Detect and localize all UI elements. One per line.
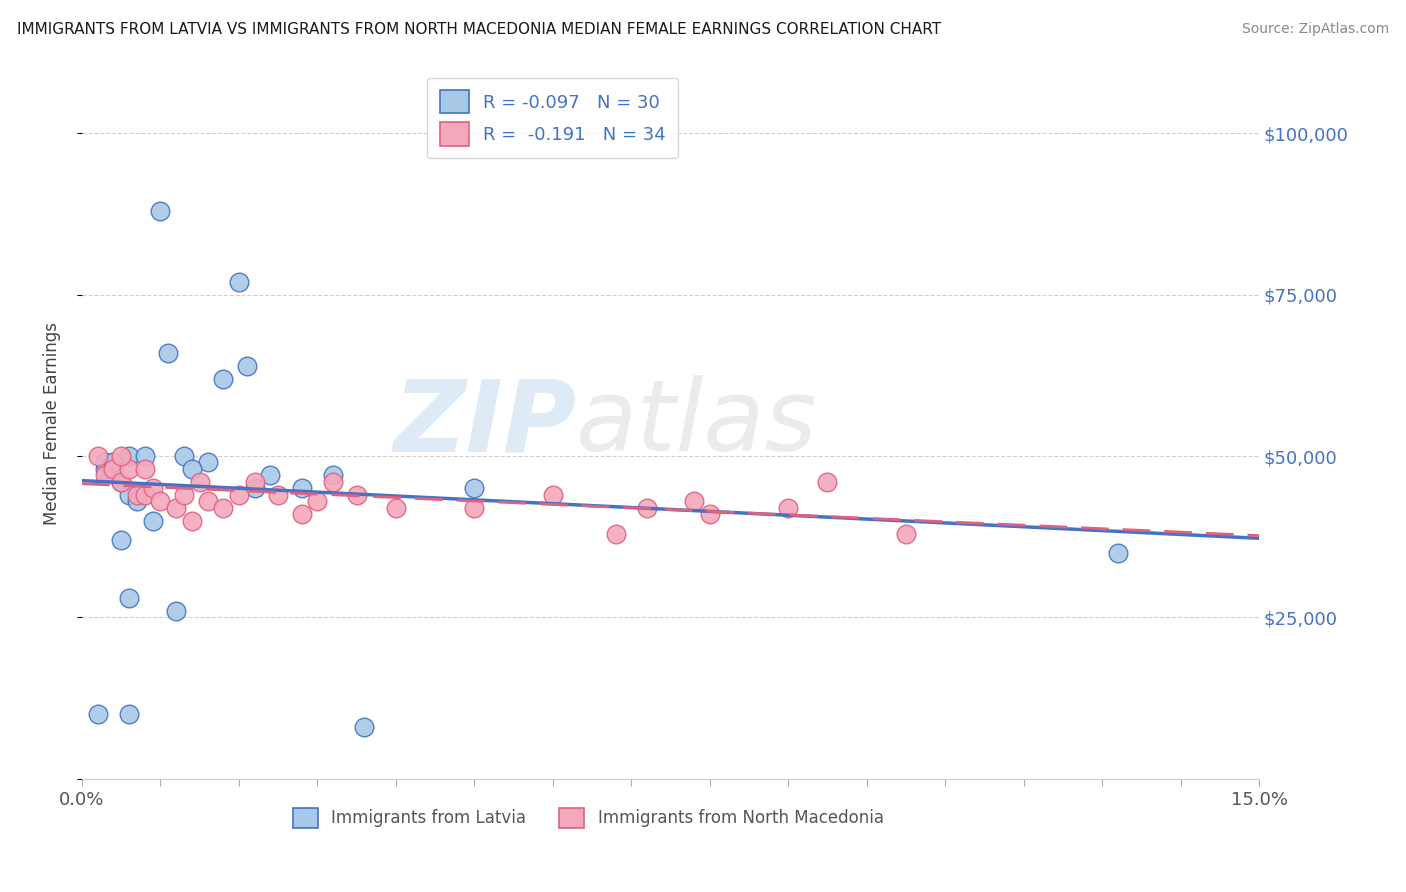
Point [291,481,314,495]
Point [385,500,408,515]
Point [118,449,141,463]
Point [173,488,195,502]
Point [94,455,117,469]
Point [134,462,156,476]
Point [173,449,195,463]
Point [180,514,202,528]
Point [103,462,125,476]
Point [267,488,290,502]
Point [463,500,485,515]
Legend: Immigrants from Latvia, Immigrants from North Macedonia: Immigrants from Latvia, Immigrants from … [285,801,890,835]
Point [142,481,165,495]
Point [86,449,108,463]
Point [243,481,266,495]
Point [291,507,314,521]
Point [149,494,172,508]
Text: atlas: atlas [576,376,818,472]
Point [259,468,281,483]
Point [212,500,235,515]
Point [118,462,141,476]
Point [683,494,706,508]
Point [180,462,202,476]
Point [110,475,132,489]
Point [307,494,329,508]
Point [346,488,368,502]
Point [94,462,117,476]
Point [605,526,627,541]
Point [1107,546,1129,560]
Point [322,468,344,483]
Point [197,455,219,469]
Point [817,475,839,489]
Point [103,455,125,469]
Point [125,488,148,502]
Point [118,591,141,606]
Point [118,707,141,722]
Point [110,533,132,547]
Point [94,468,117,483]
Point [699,507,721,521]
Y-axis label: Median Female Earnings: Median Female Earnings [44,322,60,525]
Point [125,494,148,508]
Point [86,707,108,722]
Point [243,475,266,489]
Text: Source: ZipAtlas.com: Source: ZipAtlas.com [1241,22,1389,37]
Point [353,720,375,734]
Point [149,203,172,218]
Point [134,488,156,502]
Point [197,494,219,508]
Point [894,526,917,541]
Point [228,488,250,502]
Point [110,449,132,463]
Point [463,481,485,495]
Point [188,475,211,489]
Point [541,488,564,502]
Point [134,449,156,463]
Point [142,514,165,528]
Point [103,462,125,476]
Point [118,488,141,502]
Point [157,345,180,359]
Point [228,275,250,289]
Point [110,475,132,489]
Text: IMMIGRANTS FROM LATVIA VS IMMIGRANTS FROM NORTH MACEDONIA MEDIAN FEMALE EARNINGS: IMMIGRANTS FROM LATVIA VS IMMIGRANTS FRO… [17,22,941,37]
Point [165,604,187,618]
Point [212,371,235,385]
Point [636,500,658,515]
Point [322,475,344,489]
Point [235,359,257,373]
Text: ZIP: ZIP [394,376,576,472]
Point [778,500,800,515]
Point [165,500,187,515]
